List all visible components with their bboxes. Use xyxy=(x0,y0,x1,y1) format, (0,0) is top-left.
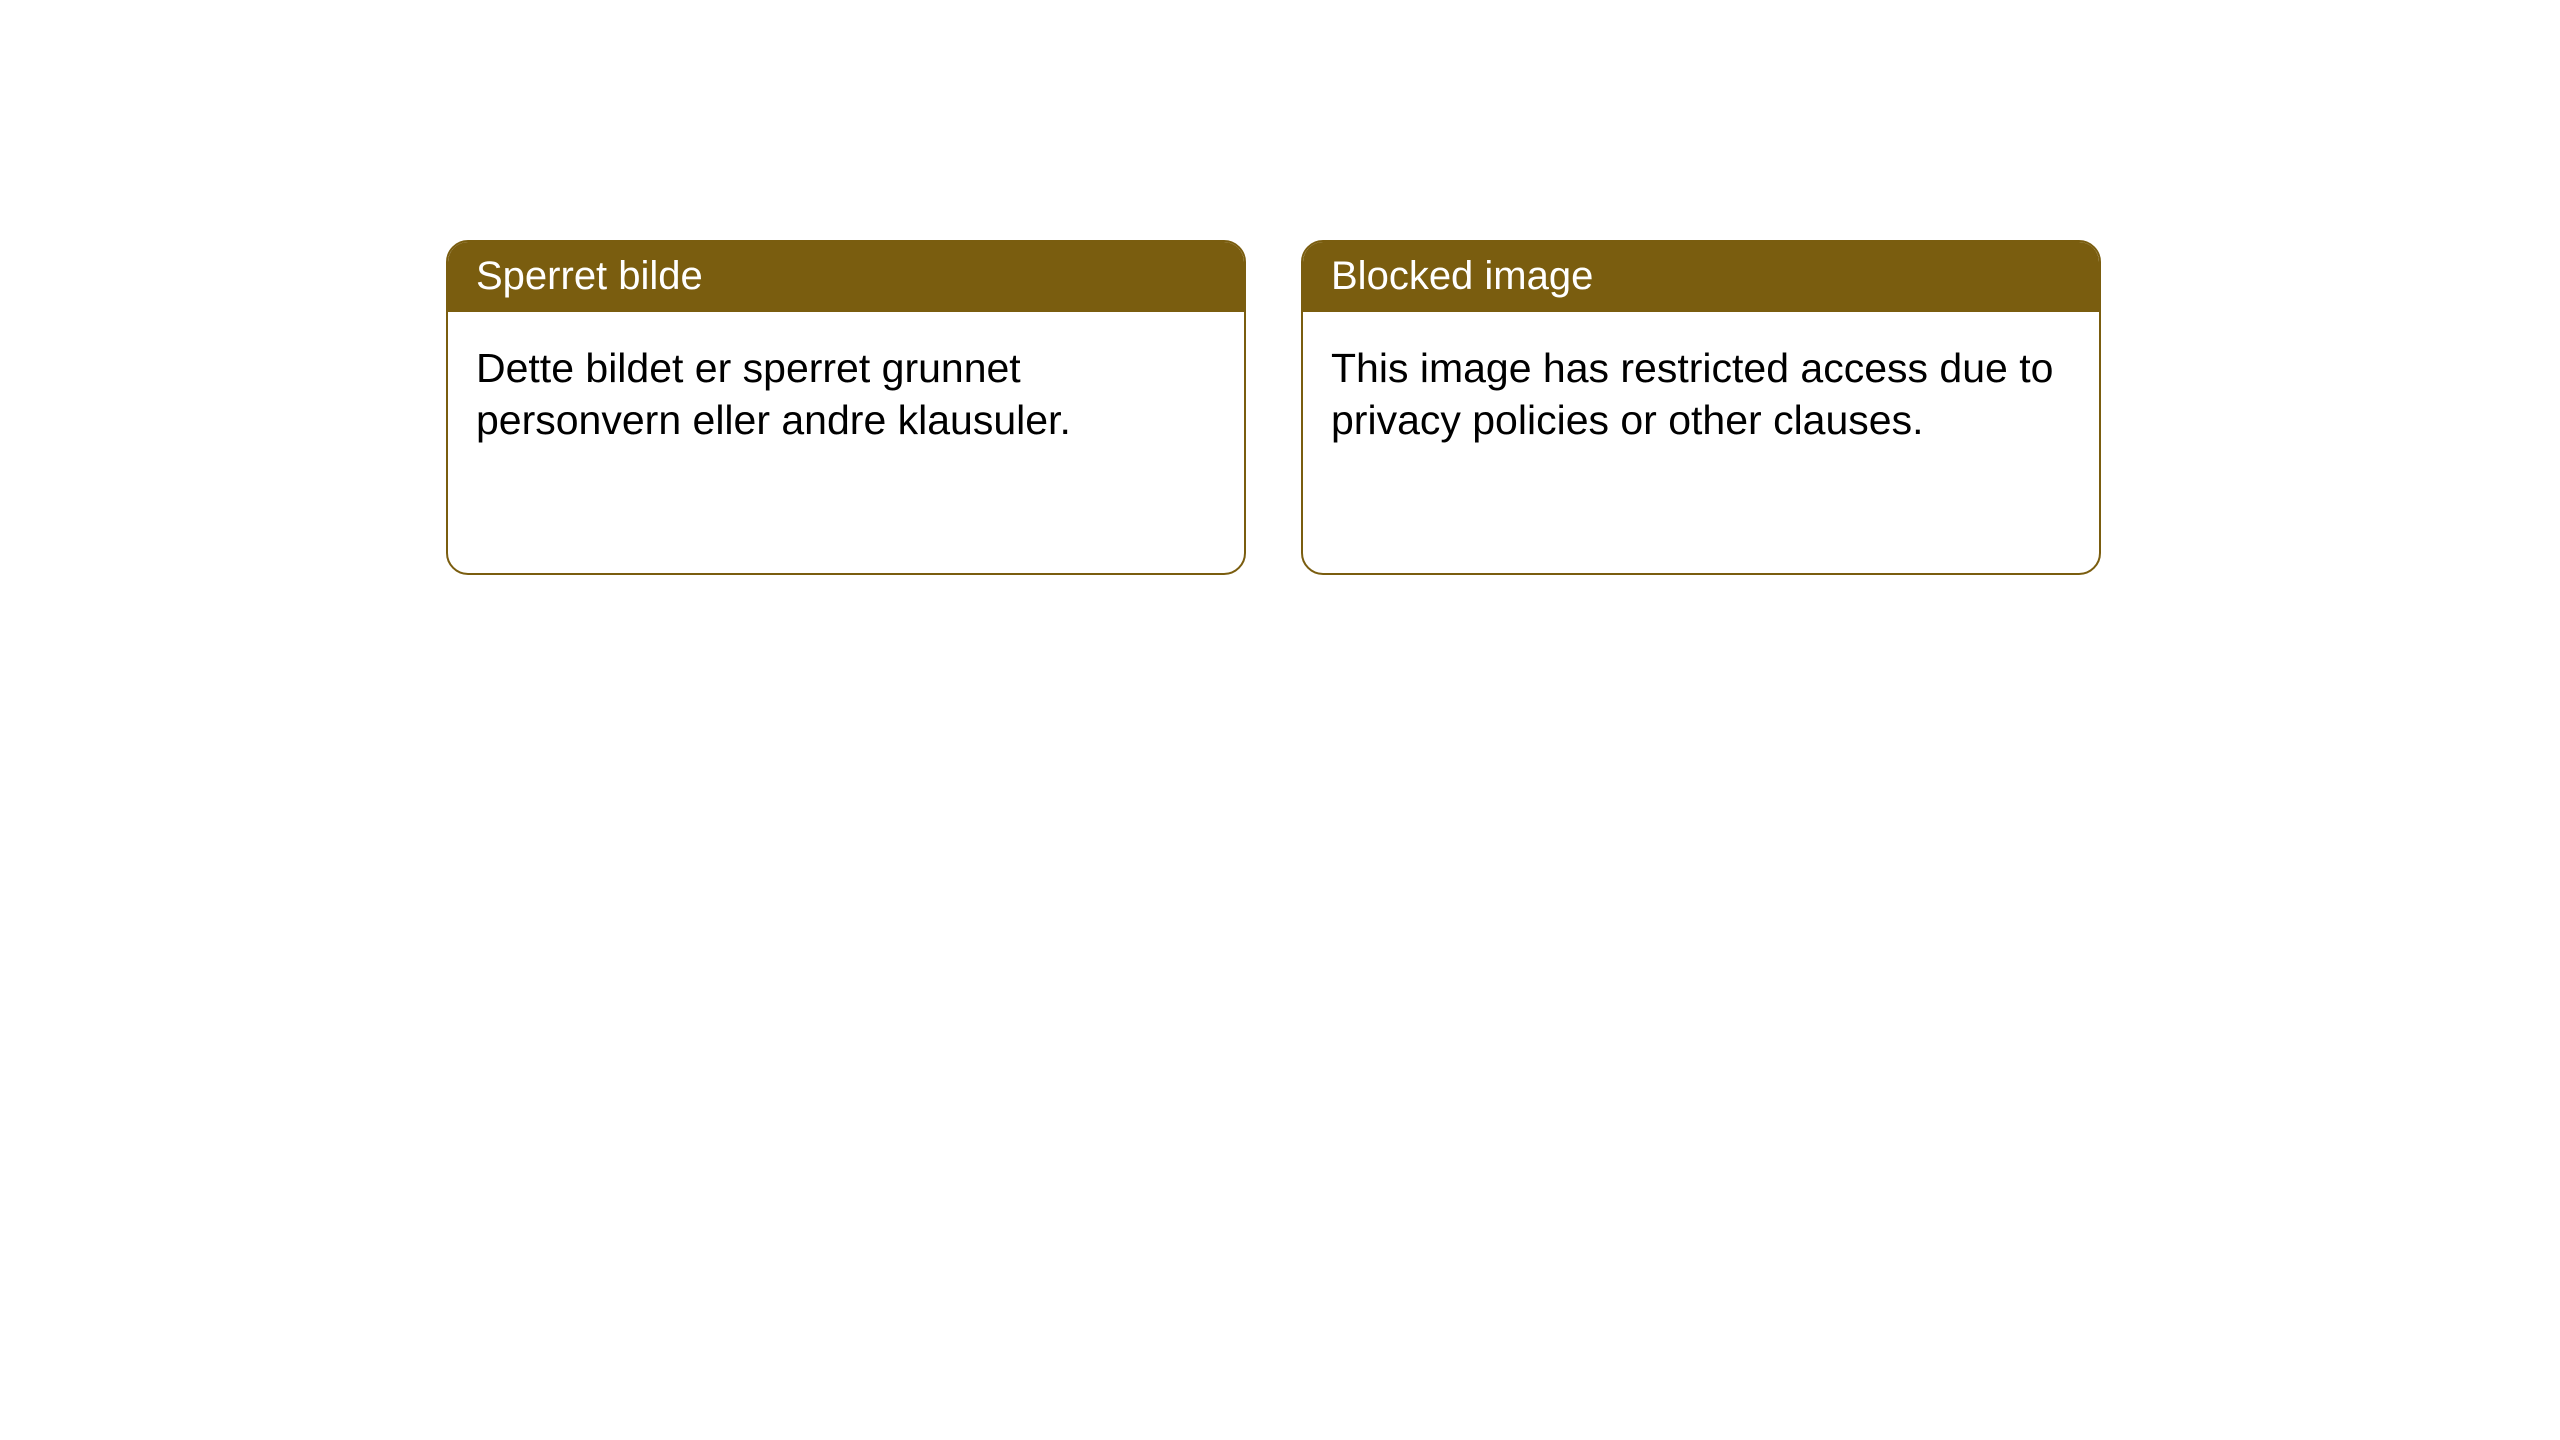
card-body-text: This image has restricted access due to … xyxy=(1331,345,2053,443)
card-title: Sperret bilde xyxy=(476,254,703,298)
card-title: Blocked image xyxy=(1331,254,1593,298)
notice-container: Sperret bilde Dette bildet er sperret gr… xyxy=(446,240,2101,575)
card-body: Dette bildet er sperret grunnet personve… xyxy=(448,312,1244,477)
card-header: Blocked image xyxy=(1303,242,2099,312)
notice-card-english: Blocked image This image has restricted … xyxy=(1301,240,2101,575)
card-header: Sperret bilde xyxy=(448,242,1244,312)
card-body: This image has restricted access due to … xyxy=(1303,312,2099,477)
notice-card-norwegian: Sperret bilde Dette bildet er sperret gr… xyxy=(446,240,1246,575)
card-body-text: Dette bildet er sperret grunnet personve… xyxy=(476,345,1071,443)
